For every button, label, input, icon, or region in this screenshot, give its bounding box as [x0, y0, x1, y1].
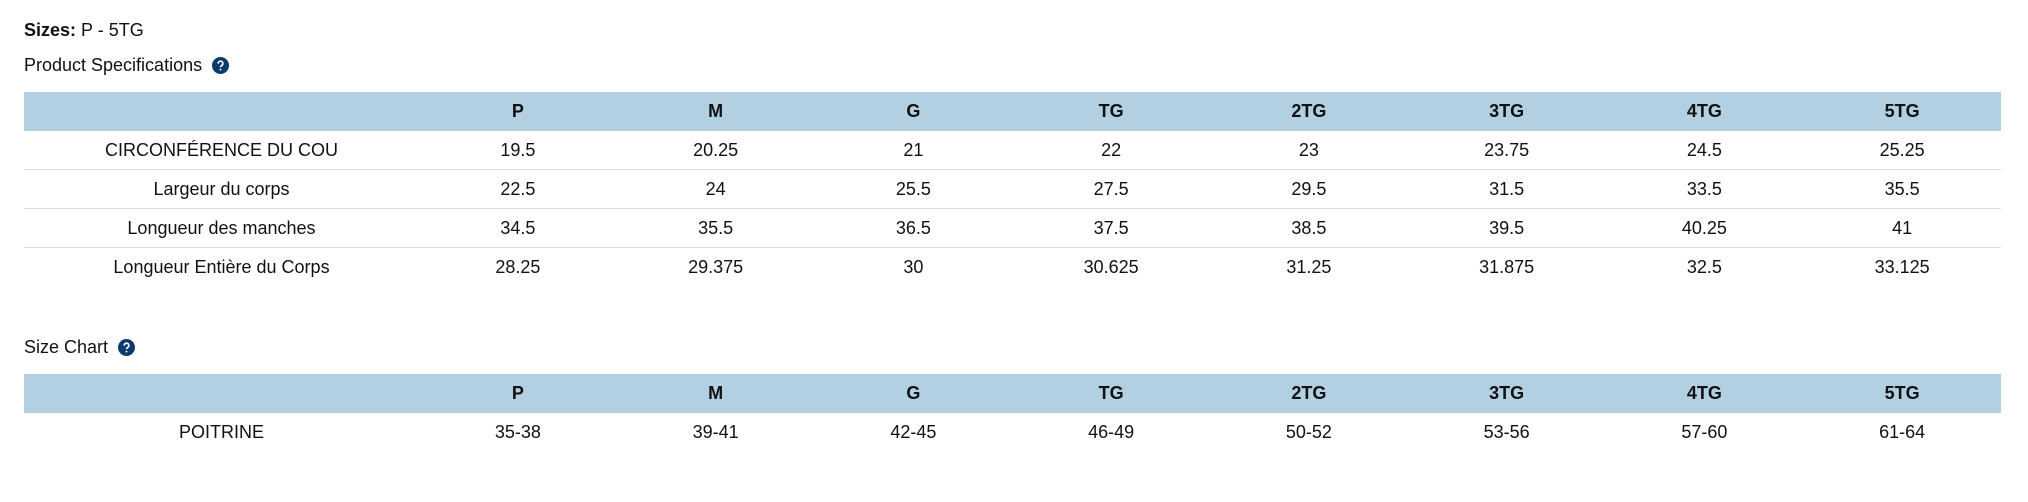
help-icon[interactable] — [118, 339, 136, 356]
header-cell: TG — [1012, 374, 1210, 413]
title-text: Size Chart — [24, 337, 109, 357]
cell: 29.5 — [1210, 169, 1408, 209]
header-cell: 5TG — [1803, 374, 2001, 413]
cell: 53-56 — [1483, 421, 1530, 442]
cell: 35.5 — [616, 208, 815, 248]
header-cell: 4TG — [1605, 374, 1804, 413]
thead: P M G TG 2TG 3TG 4TG 5TG — [24, 374, 2001, 413]
cell: 24 — [616, 169, 815, 209]
header-cell: 2TG — [1210, 374, 1408, 413]
size-table: P M G TG 2TG 3TG 4TG 5TG POITRINE 35-38 39-41 42-45… — [24, 374, 2001, 451]
row-label: CIRCONFÉRENCE DU COU — [24, 131, 419, 170]
cell: 42-45 — [890, 421, 937, 442]
header-row: P M G TG 2TG 3TG 4TG 5TG — [24, 374, 2001, 413]
row-label: Longueur Entière du Corps — [113, 256, 330, 277]
cell: 50-52 — [1285, 421, 1332, 442]
row-label: POITRINE — [178, 421, 264, 442]
header-cell: P — [419, 92, 617, 131]
cell: 20.25 — [616, 131, 815, 170]
row: Longueur des manches 34.5 35.5 36.5 37.5 38.5… — [24, 208, 2001, 248]
cell: 19.5 — [419, 131, 617, 170]
cell: 31.25 — [1286, 256, 1332, 277]
cell: 23.75 — [1407, 131, 1606, 170]
cell: 57-60 — [1681, 421, 1728, 442]
cell: 61-64 — [1879, 421, 1926, 442]
cell: 22 — [1012, 131, 1210, 170]
cell: 38.5 — [1210, 208, 1408, 248]
cell: 27.5 — [1012, 169, 1210, 209]
row: Longueur Entière du Corps 28.25 29.375 30 30… — [24, 248, 2001, 287]
cell: 23 — [1210, 131, 1408, 170]
cell: 25.5 — [814, 169, 1013, 209]
row-label: Largeur du corps — [24, 169, 419, 209]
row: POITRINE 35-38 39-41 42-45 46-49 50-52 53-56 57… — [24, 413, 2001, 451]
header-cell: P — [419, 374, 617, 413]
cell: 39.5 — [1407, 208, 1606, 248]
cell: 22.5 — [419, 169, 617, 209]
cell: 35-38 — [494, 421, 541, 442]
row-label: Longueur des manches — [24, 208, 419, 248]
header-cell — [24, 374, 419, 413]
sizes-value: P - 5TG — [81, 20, 144, 40]
header-cell: M — [616, 92, 815, 131]
cell: 25.25 — [1803, 131, 2001, 170]
header-row: P M G TG 2TG 3TG 4TG 5TG — [24, 92, 2001, 131]
header-cell: 2TG — [1210, 92, 1408, 131]
cell: 35.5 — [1803, 169, 2001, 209]
sizes-label: Sizes: — [24, 20, 77, 40]
cell: 41 — [1803, 208, 2001, 248]
cell: 39-41 — [692, 421, 739, 442]
tbody: POITRINE 35-38 39-41 42-45 46-49 50-52 53-56 57… — [24, 413, 2001, 451]
header-cell: G — [814, 374, 1013, 413]
header-cell: 3TG — [1407, 92, 1606, 131]
cell: 37.5 — [1012, 208, 1210, 248]
header-cell: 4TG — [1605, 92, 1804, 131]
cell: 31.5 — [1407, 169, 1606, 209]
header-cell: 5TG — [1803, 92, 2001, 131]
cell: 28.25 — [495, 256, 541, 277]
help-icon[interactable] — [212, 57, 230, 74]
cell: 32.5 — [1686, 256, 1722, 277]
cell: 21 — [814, 131, 1013, 170]
row: CIRCONFÉRENCE DU COU 19.5 20.25 21 22 23 23.75… — [24, 131, 2001, 170]
cell: 33.125 — [1874, 256, 1930, 277]
section-title: Product Specifications — [24, 55, 230, 76]
cell: 33.5 — [1605, 169, 1804, 209]
row: Largeur du corps 22.5 24 25.5 27.5 29.5 31.5 33… — [24, 169, 2001, 209]
title-text: Product Specifications — [24, 55, 203, 75]
cell: 34.5 — [419, 208, 617, 248]
cell: 40.25 — [1605, 208, 1804, 248]
header-cell — [24, 92, 419, 131]
spec-table: P M G TG 2TG 3TG 4TG 5TG CIRCONFÉRENCE DU COU 19.… — [24, 92, 2001, 286]
tbody: CIRCONFÉRENCE DU COU 19.5 20.25 21 22 23 23.75… — [24, 131, 2001, 286]
cell: 31.875 — [1479, 256, 1535, 277]
header-cell: G — [814, 92, 1013, 131]
cell: 30 — [903, 256, 924, 277]
header-cell: M — [616, 374, 815, 413]
cell: 30.625 — [1083, 256, 1139, 277]
header-cell: 3TG — [1407, 374, 1606, 413]
cell: 46-49 — [1088, 421, 1135, 442]
sizes: Sizes: P - 5TG — [24, 20, 144, 41]
cell: 36.5 — [814, 208, 1013, 248]
thead: P M G TG 2TG 3TG 4TG 5TG — [24, 92, 2001, 131]
header-cell: TG — [1012, 92, 1210, 131]
cell: 24.5 — [1605, 131, 1804, 170]
cell: 29.375 — [688, 256, 744, 277]
section-title: Size Chart — [24, 337, 136, 358]
